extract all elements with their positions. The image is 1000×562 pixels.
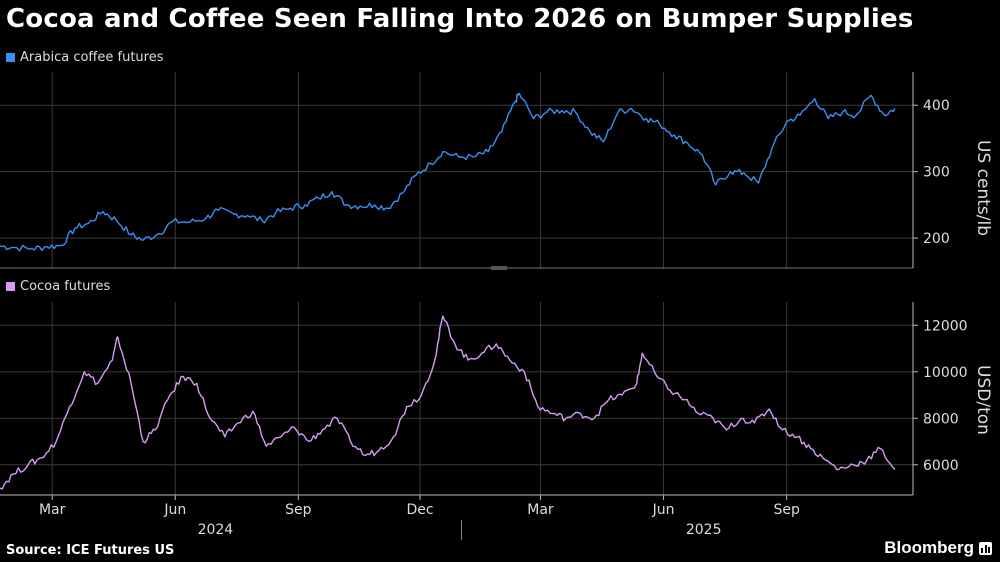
x-tick-label: Dec (407, 502, 434, 518)
x-tick-label: Sep (285, 502, 312, 518)
bloomberg-logo: Bloomberg (884, 538, 992, 558)
cocoa-legend: Cocoa futures (6, 279, 110, 294)
x-tick-label: Sep (773, 502, 800, 518)
y-tick-label: 10000 (923, 365, 968, 381)
cocoa-y-axis-label: USD/ton (973, 365, 993, 435)
coffee-legend-swatch (6, 53, 15, 62)
bar-chart-icon (979, 541, 992, 555)
x-tick-label: Jun (652, 502, 675, 518)
panel-resize-handle (491, 266, 507, 270)
cocoa-series-line (0, 315, 896, 490)
y-tick-label: 200 (923, 231, 950, 247)
x-tick-label: Mar (39, 502, 66, 518)
year-label: 2025 (686, 522, 722, 538)
year-label: 2024 (198, 522, 234, 538)
y-tick-label: 400 (923, 98, 950, 114)
y-tick-label: 300 (923, 165, 950, 181)
x-tick-label: Jun (163, 502, 186, 518)
coffee-series-line (0, 92, 896, 252)
y-tick-label: 6000 (923, 458, 959, 474)
coffee-legend: Arabica coffee futures (6, 50, 163, 65)
chart-title: Cocoa and Coffee Seen Falling Into 2026 … (6, 4, 914, 34)
x-tick-label: Mar (527, 502, 554, 518)
brand-name: Bloomberg (884, 538, 974, 557)
cocoa-legend-label: Cocoa futures (20, 279, 111, 294)
coffee-y-axis-label: US cents/lb (973, 140, 993, 236)
y-tick-label: 8000 (923, 411, 959, 427)
cocoa-legend-swatch (6, 282, 15, 291)
source-note: Source: ICE Futures US (6, 543, 175, 558)
y-tick-label: 12000 (923, 318, 968, 334)
coffee-legend-label: Arabica coffee futures (20, 50, 164, 65)
